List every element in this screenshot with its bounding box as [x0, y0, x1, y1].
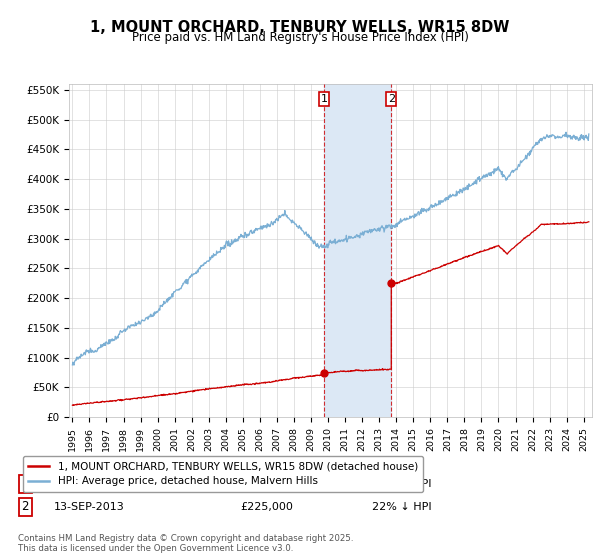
Text: Contains HM Land Registry data © Crown copyright and database right 2025.
This d: Contains HM Land Registry data © Crown c… [18, 534, 353, 553]
Text: 1: 1 [321, 94, 328, 104]
Text: £75,000: £75,000 [240, 479, 286, 489]
Text: Price paid vs. HM Land Registry's House Price Index (HPI): Price paid vs. HM Land Registry's House … [131, 31, 469, 44]
Text: 1, MOUNT ORCHARD, TENBURY WELLS, WR15 8DW: 1, MOUNT ORCHARD, TENBURY WELLS, WR15 8D… [91, 20, 509, 35]
Text: 2: 2 [388, 94, 395, 104]
Text: £225,000: £225,000 [240, 502, 293, 512]
Text: 2: 2 [22, 500, 29, 514]
Text: 09-OCT-2009: 09-OCT-2009 [54, 479, 127, 489]
Text: 22% ↓ HPI: 22% ↓ HPI [372, 502, 431, 512]
Bar [324, 84, 391, 417]
Text: 73% ↓ HPI: 73% ↓ HPI [372, 479, 431, 489]
Text: 13-SEP-2013: 13-SEP-2013 [54, 502, 125, 512]
Legend: 1, MOUNT ORCHARD, TENBURY WELLS, WR15 8DW (detached house), HPI: Average price, : 1, MOUNT ORCHARD, TENBURY WELLS, WR15 8D… [23, 456, 423, 492]
Text: 1: 1 [22, 478, 29, 491]
